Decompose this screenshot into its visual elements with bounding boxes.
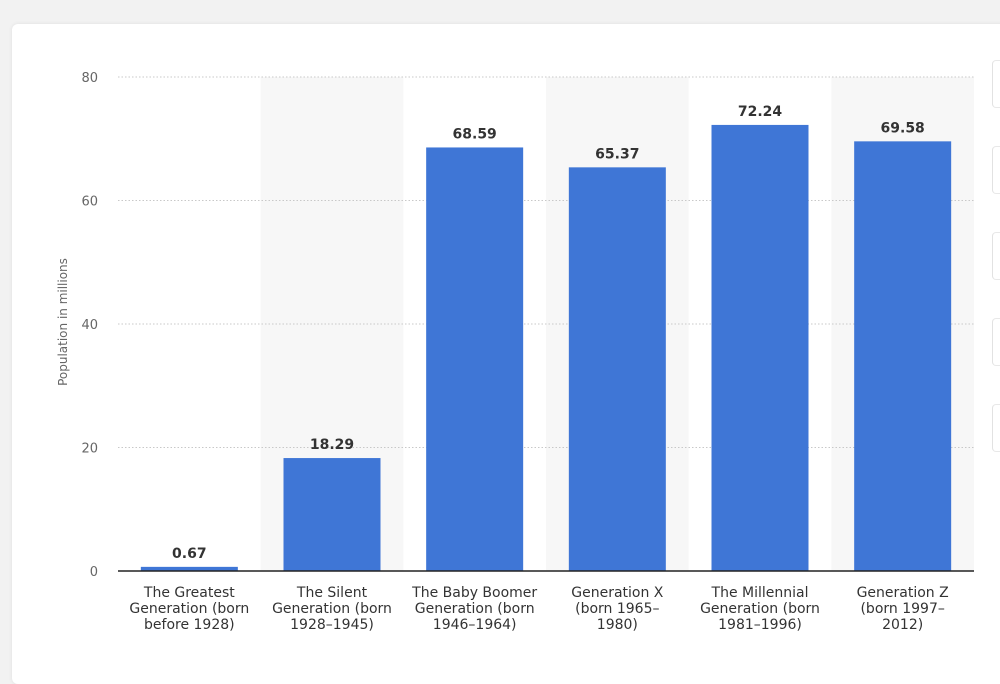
value-label: 65.37 xyxy=(595,146,639,162)
y-axis-title: Population in millions xyxy=(56,258,70,386)
bar[interactable] xyxy=(854,141,952,571)
bar[interactable] xyxy=(568,167,666,571)
x-tick-label: The Millennial xyxy=(711,585,809,601)
bars xyxy=(140,124,952,571)
side-tab[interactable] xyxy=(992,318,1000,366)
x-tick-label: The Silent xyxy=(296,585,368,601)
x-tick-label: before 1928) xyxy=(144,617,235,633)
x-tick-label: 1946–1964) xyxy=(433,617,517,633)
value-label: 68.59 xyxy=(453,126,497,142)
y-tick-label: 0 xyxy=(90,565,98,580)
bar[interactable] xyxy=(140,566,238,571)
bar[interactable] xyxy=(711,124,809,571)
value-label: 0.67 xyxy=(172,546,207,562)
y-tick-label: 20 xyxy=(81,442,98,457)
side-tab[interactable] xyxy=(992,60,1000,108)
x-tick-label: Generation Z xyxy=(857,585,949,601)
x-tick-label: (born 1997– xyxy=(860,601,944,617)
value-label: 18.29 xyxy=(310,437,354,453)
x-tick-label: Generation (born xyxy=(272,601,392,617)
side-tab[interactable] xyxy=(992,146,1000,194)
x-tick-label: The Greatest xyxy=(143,585,235,601)
x-tick-label: The Baby Boomer xyxy=(411,585,537,601)
x-tick-label: Generation X xyxy=(571,585,664,601)
side-toolbar xyxy=(992,60,1000,480)
value-labels: 0.67 18.29 68.59 65.37 72.24 69.58 xyxy=(172,104,925,562)
side-tab[interactable] xyxy=(992,232,1000,280)
x-tick-label: Generation (born xyxy=(700,601,820,617)
y-tick-label: 80 xyxy=(81,71,98,86)
y-tick-label: 40 xyxy=(81,318,98,333)
x-tick-label: 1981–1996) xyxy=(718,617,802,633)
x-tick-label: 1928–1945) xyxy=(290,617,374,633)
x-tick-label: 2012) xyxy=(882,617,923,633)
x-tick-label: (born 1965– xyxy=(575,601,659,617)
y-tick-label: 60 xyxy=(81,195,98,210)
y-axis-ticks: 0 20 40 60 80 xyxy=(81,71,98,580)
x-tick-label: Generation (born xyxy=(129,601,249,617)
x-tick-label: 1980) xyxy=(597,617,638,633)
bar[interactable] xyxy=(283,458,381,571)
value-label: 69.58 xyxy=(881,120,925,136)
grid-lines xyxy=(118,76,974,448)
bar[interactable] xyxy=(426,147,524,571)
x-tick-label: Generation (born xyxy=(415,601,535,617)
side-tab[interactable] xyxy=(992,404,1000,452)
value-label: 72.24 xyxy=(738,104,783,120)
